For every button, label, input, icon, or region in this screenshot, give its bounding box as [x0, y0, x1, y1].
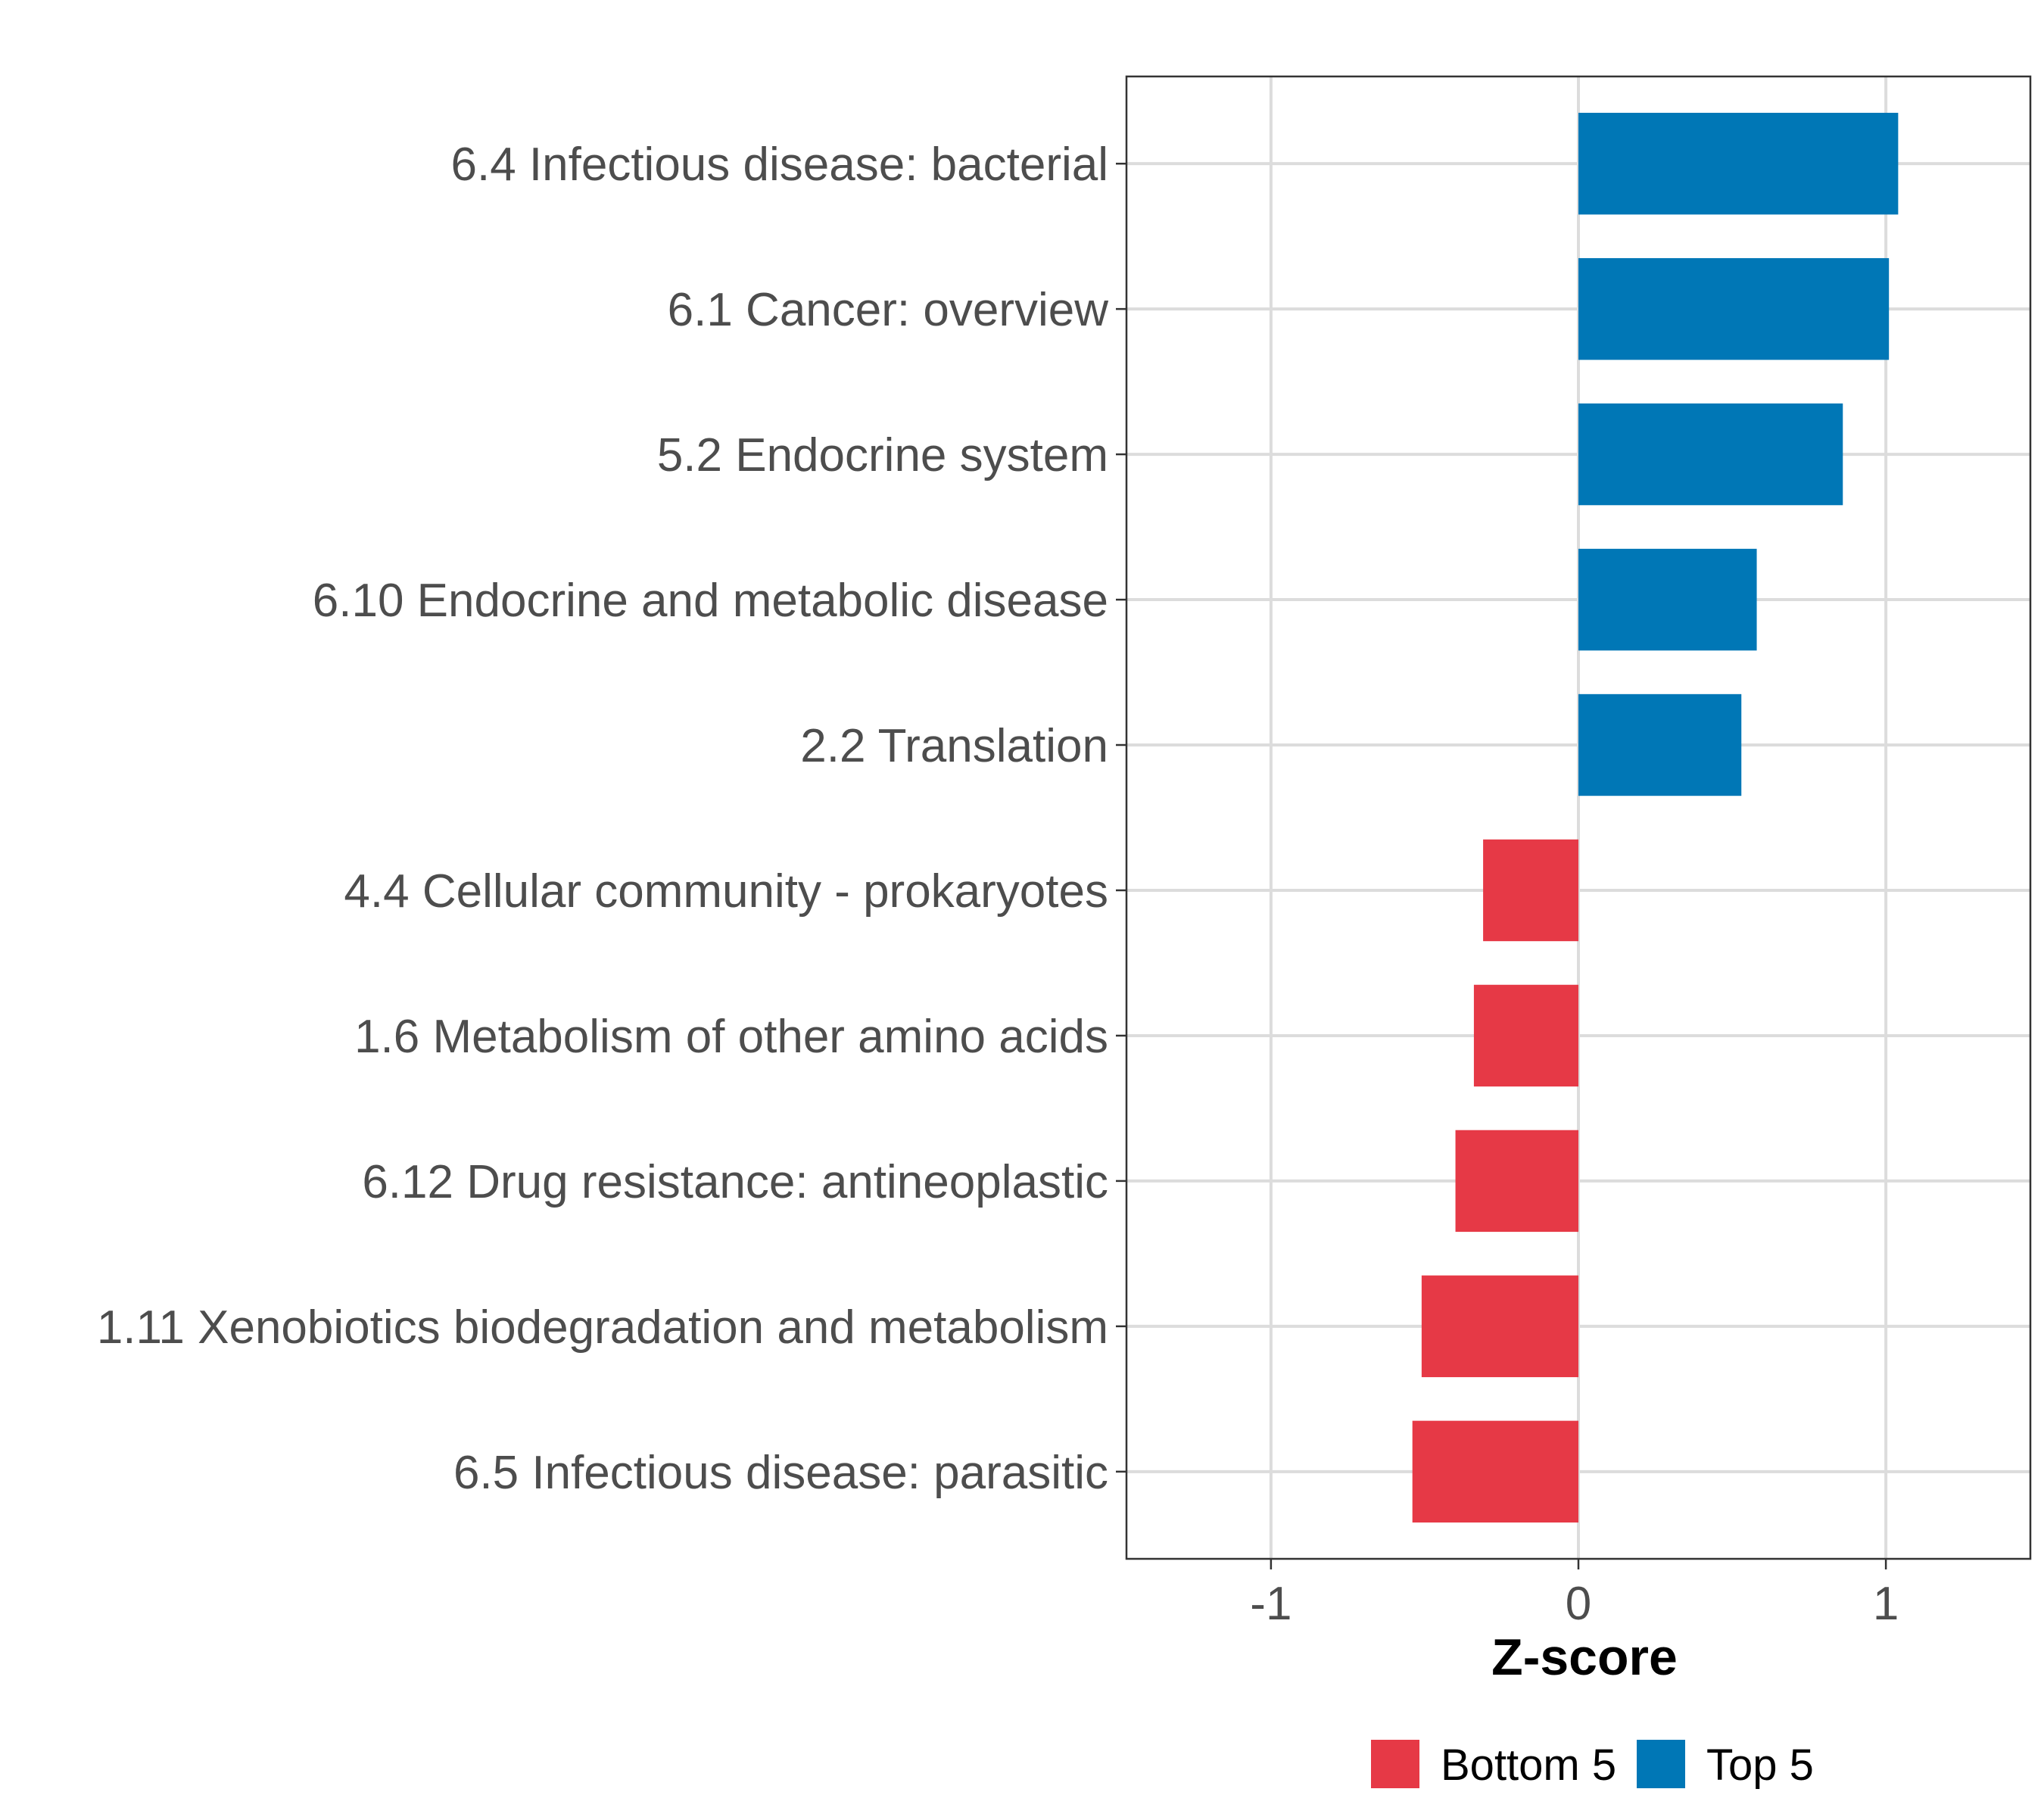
- y-tick-label: 1.11 Xenobiotics biodegradation and meta…: [97, 1301, 1108, 1354]
- x-tick-label: 1: [1873, 1578, 1899, 1630]
- y-tick-label: 1.6 Metabolism of other amino acids: [354, 1011, 1108, 1063]
- legend-label-bottom5: Bottom 5: [1441, 1741, 1616, 1790]
- legend-label-top5: Top 5: [1706, 1741, 1814, 1790]
- legend-key-top5: [1637, 1740, 1685, 1788]
- y-tick-label: 4.4 Cellular community - prokaryotes: [344, 865, 1108, 918]
- bar: [1578, 257, 1890, 360]
- bar: [1421, 1275, 1578, 1378]
- bar: [1473, 984, 1578, 1087]
- y-tick-label: 6.1 Cancer: overview: [668, 284, 1109, 336]
- bar: [1578, 403, 1843, 506]
- y-tick-label: 6.12 Drug resistance: antineoplastic: [362, 1156, 1108, 1208]
- legend: Bottom 5 Top 5: [1371, 1740, 1814, 1790]
- bar: [1578, 548, 1757, 651]
- y-tick-label: 5.2 Endocrine system: [657, 429, 1108, 482]
- bar: [1578, 693, 1742, 796]
- legend-key-bottom5: [1371, 1740, 1419, 1788]
- bar: [1455, 1130, 1578, 1233]
- y-axis-labels: 6.4 Infectious disease: bacterial 6.1 Can…: [97, 139, 1126, 1499]
- y-tick-label: 2.2 Translation: [800, 720, 1108, 772]
- bar: [1412, 1420, 1578, 1523]
- x-tick-label: 0: [1566, 1578, 1591, 1630]
- x-axis-title: Z-score: [1491, 1628, 1678, 1686]
- y-tick-label: 6.5 Infectious disease: parasitic: [453, 1447, 1108, 1499]
- bars: [1412, 112, 1899, 1523]
- x-axis-ticks: -1 0 1: [1250, 1559, 1899, 1630]
- bar: [1578, 112, 1899, 215]
- x-tick-label: -1: [1250, 1578, 1292, 1630]
- y-tick-label: 6.10 Endocrine and metabolic disease: [313, 575, 1108, 627]
- y-tick-label: 6.4 Infectious disease: bacterial: [450, 139, 1108, 191]
- bar: [1483, 839, 1578, 942]
